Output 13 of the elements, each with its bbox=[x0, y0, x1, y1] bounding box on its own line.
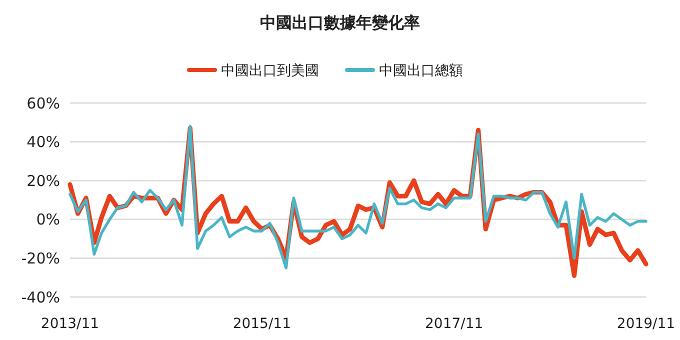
x-tick-label: 2017/11 bbox=[425, 316, 484, 332]
x-tick-label: 2015/11 bbox=[232, 316, 291, 332]
y-tick-label: 40% bbox=[26, 133, 60, 152]
y-tick-label: 20% bbox=[26, 172, 60, 190]
chart-title: 中國出口數據年變化率 bbox=[260, 13, 420, 32]
y-tick-label: -20% bbox=[21, 249, 60, 268]
legend-label: 中國出口到美國 bbox=[221, 62, 319, 79]
y-tick-label: 60% bbox=[26, 94, 60, 112]
legend-label: 中國出口總額 bbox=[379, 62, 463, 79]
y-tick-label: 0% bbox=[36, 210, 60, 229]
x-tick-label: 2019/11 bbox=[616, 316, 676, 332]
y-tick-label: -40% bbox=[21, 288, 60, 306]
x-tick-label: 2013/11 bbox=[40, 316, 100, 332]
